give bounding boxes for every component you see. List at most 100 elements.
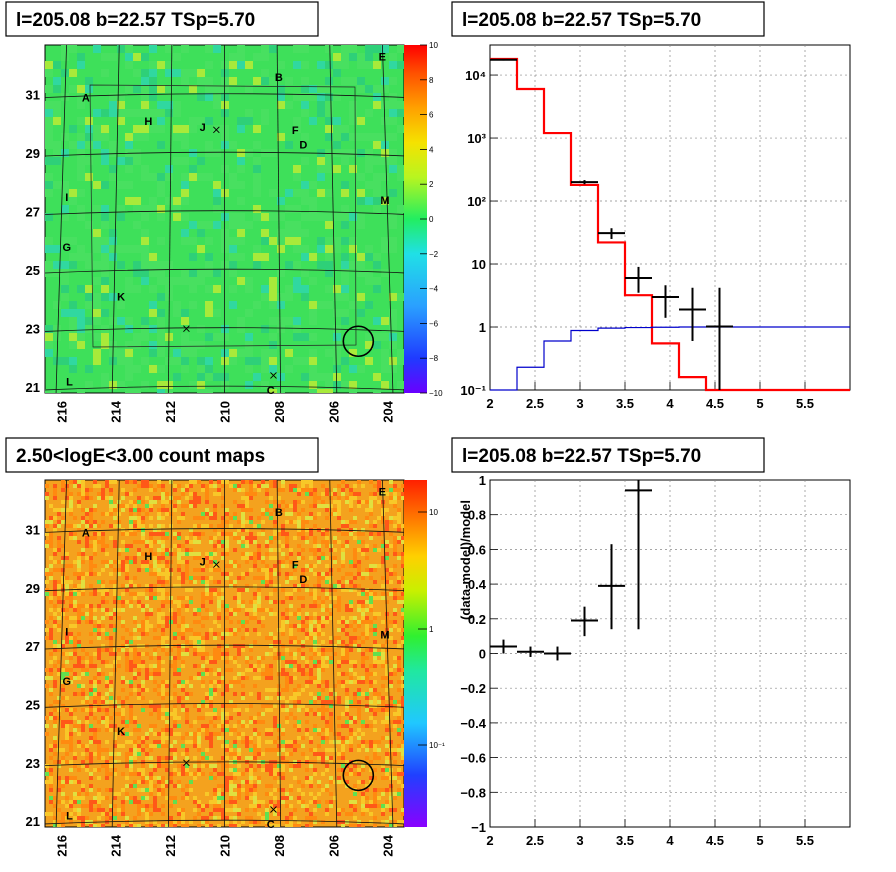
map-pixel (393, 824, 397, 827)
map-pixel (193, 756, 197, 760)
map-pixel (301, 640, 305, 644)
map-pixel (301, 181, 309, 189)
map-pixel (141, 564, 145, 568)
map-pixel (69, 536, 73, 540)
map-pixel (101, 812, 105, 816)
map-pixel (169, 608, 173, 612)
map-pixel (197, 812, 201, 816)
map-pixel (97, 704, 101, 708)
map-pixel (57, 808, 61, 812)
map-pixel (185, 628, 189, 632)
map-pixel (73, 728, 77, 732)
map-pixel (229, 700, 233, 704)
map-pixel (165, 744, 169, 748)
map-pixel (89, 556, 93, 560)
map-pixel (277, 213, 285, 221)
map-pixel (357, 213, 365, 221)
map-pixel (133, 648, 137, 652)
map-pixel (137, 548, 141, 552)
map-pixel (157, 764, 161, 768)
map-pixel (269, 516, 273, 520)
map-pixel (85, 512, 89, 516)
map-pixel (109, 808, 113, 812)
map-pixel (245, 85, 253, 93)
map-pixel (349, 676, 353, 680)
map-pixel (281, 696, 285, 700)
map-pixel (381, 632, 385, 636)
map-pixel (389, 189, 397, 197)
map-pixel (325, 149, 333, 157)
map-pixel (365, 636, 369, 640)
map-pixel (169, 500, 173, 504)
map-pixel (109, 109, 117, 117)
map-pixel (341, 660, 345, 664)
map-pixel (373, 592, 377, 596)
map-pixel (369, 716, 373, 720)
x-tick-label: 210 (218, 835, 233, 857)
map-pixel (197, 672, 201, 676)
map-pixel (201, 568, 205, 572)
map-pixel (61, 269, 69, 277)
map-pixel (165, 381, 173, 389)
map-pixel (65, 552, 69, 556)
map-pixel (73, 724, 77, 728)
map-pixel (373, 776, 377, 780)
map-pixel (373, 484, 377, 488)
map-pixel (293, 640, 297, 644)
map-pixel (325, 492, 329, 496)
map-pixel (153, 796, 157, 800)
map-pixel (269, 540, 273, 544)
map-pixel (165, 768, 169, 772)
map-pixel (369, 820, 373, 824)
map-pixel (105, 560, 109, 564)
map-pixel (361, 768, 365, 772)
map-pixel (53, 508, 57, 512)
map-pixel (377, 756, 381, 760)
map-pixel (233, 800, 237, 804)
map-pixel (401, 696, 404, 700)
map-pixel (337, 700, 341, 704)
map-pixel (249, 480, 253, 484)
map-pixel (357, 480, 361, 484)
map-pixel (57, 568, 61, 572)
map-pixel (209, 588, 213, 592)
map-pixel (69, 333, 77, 341)
parallel-line (45, 644, 404, 650)
map-pixel (213, 788, 217, 792)
map-pixel (93, 752, 97, 756)
map-pixel (93, 237, 101, 245)
map-pixel (229, 532, 233, 536)
map-pixel (325, 564, 329, 568)
map-pixel (297, 728, 301, 732)
map-pixel (209, 756, 213, 760)
map-pixel (157, 317, 165, 325)
map-pixel (149, 664, 153, 668)
map-pixel (293, 808, 297, 812)
map-pixel (221, 768, 225, 772)
map-pixel (57, 760, 61, 764)
map-pixel (253, 540, 257, 544)
map-pixel (45, 61, 53, 69)
map-pixel (333, 500, 337, 504)
map-pixel (165, 389, 173, 393)
map-pixel (389, 101, 397, 109)
map-pixel (181, 77, 189, 85)
map-pixel (249, 768, 253, 772)
y-tick-label: −0.6 (460, 751, 486, 766)
map-pixel (173, 600, 177, 604)
map-pixel (133, 197, 141, 205)
map-pixel (253, 181, 261, 189)
map-pixel (117, 301, 125, 309)
map-pixel (77, 149, 85, 157)
map-pixel (201, 680, 205, 684)
x-tick-label: 2.5 (526, 833, 544, 848)
map-pixel (161, 620, 165, 624)
map-pixel (209, 660, 213, 664)
map-pixel (369, 576, 373, 580)
map-pixel (61, 668, 65, 672)
map-pixel (145, 736, 149, 740)
map-pixel (281, 732, 285, 736)
map-pixel (157, 173, 165, 181)
map-pixel (109, 492, 113, 496)
map-pixel (73, 624, 77, 628)
